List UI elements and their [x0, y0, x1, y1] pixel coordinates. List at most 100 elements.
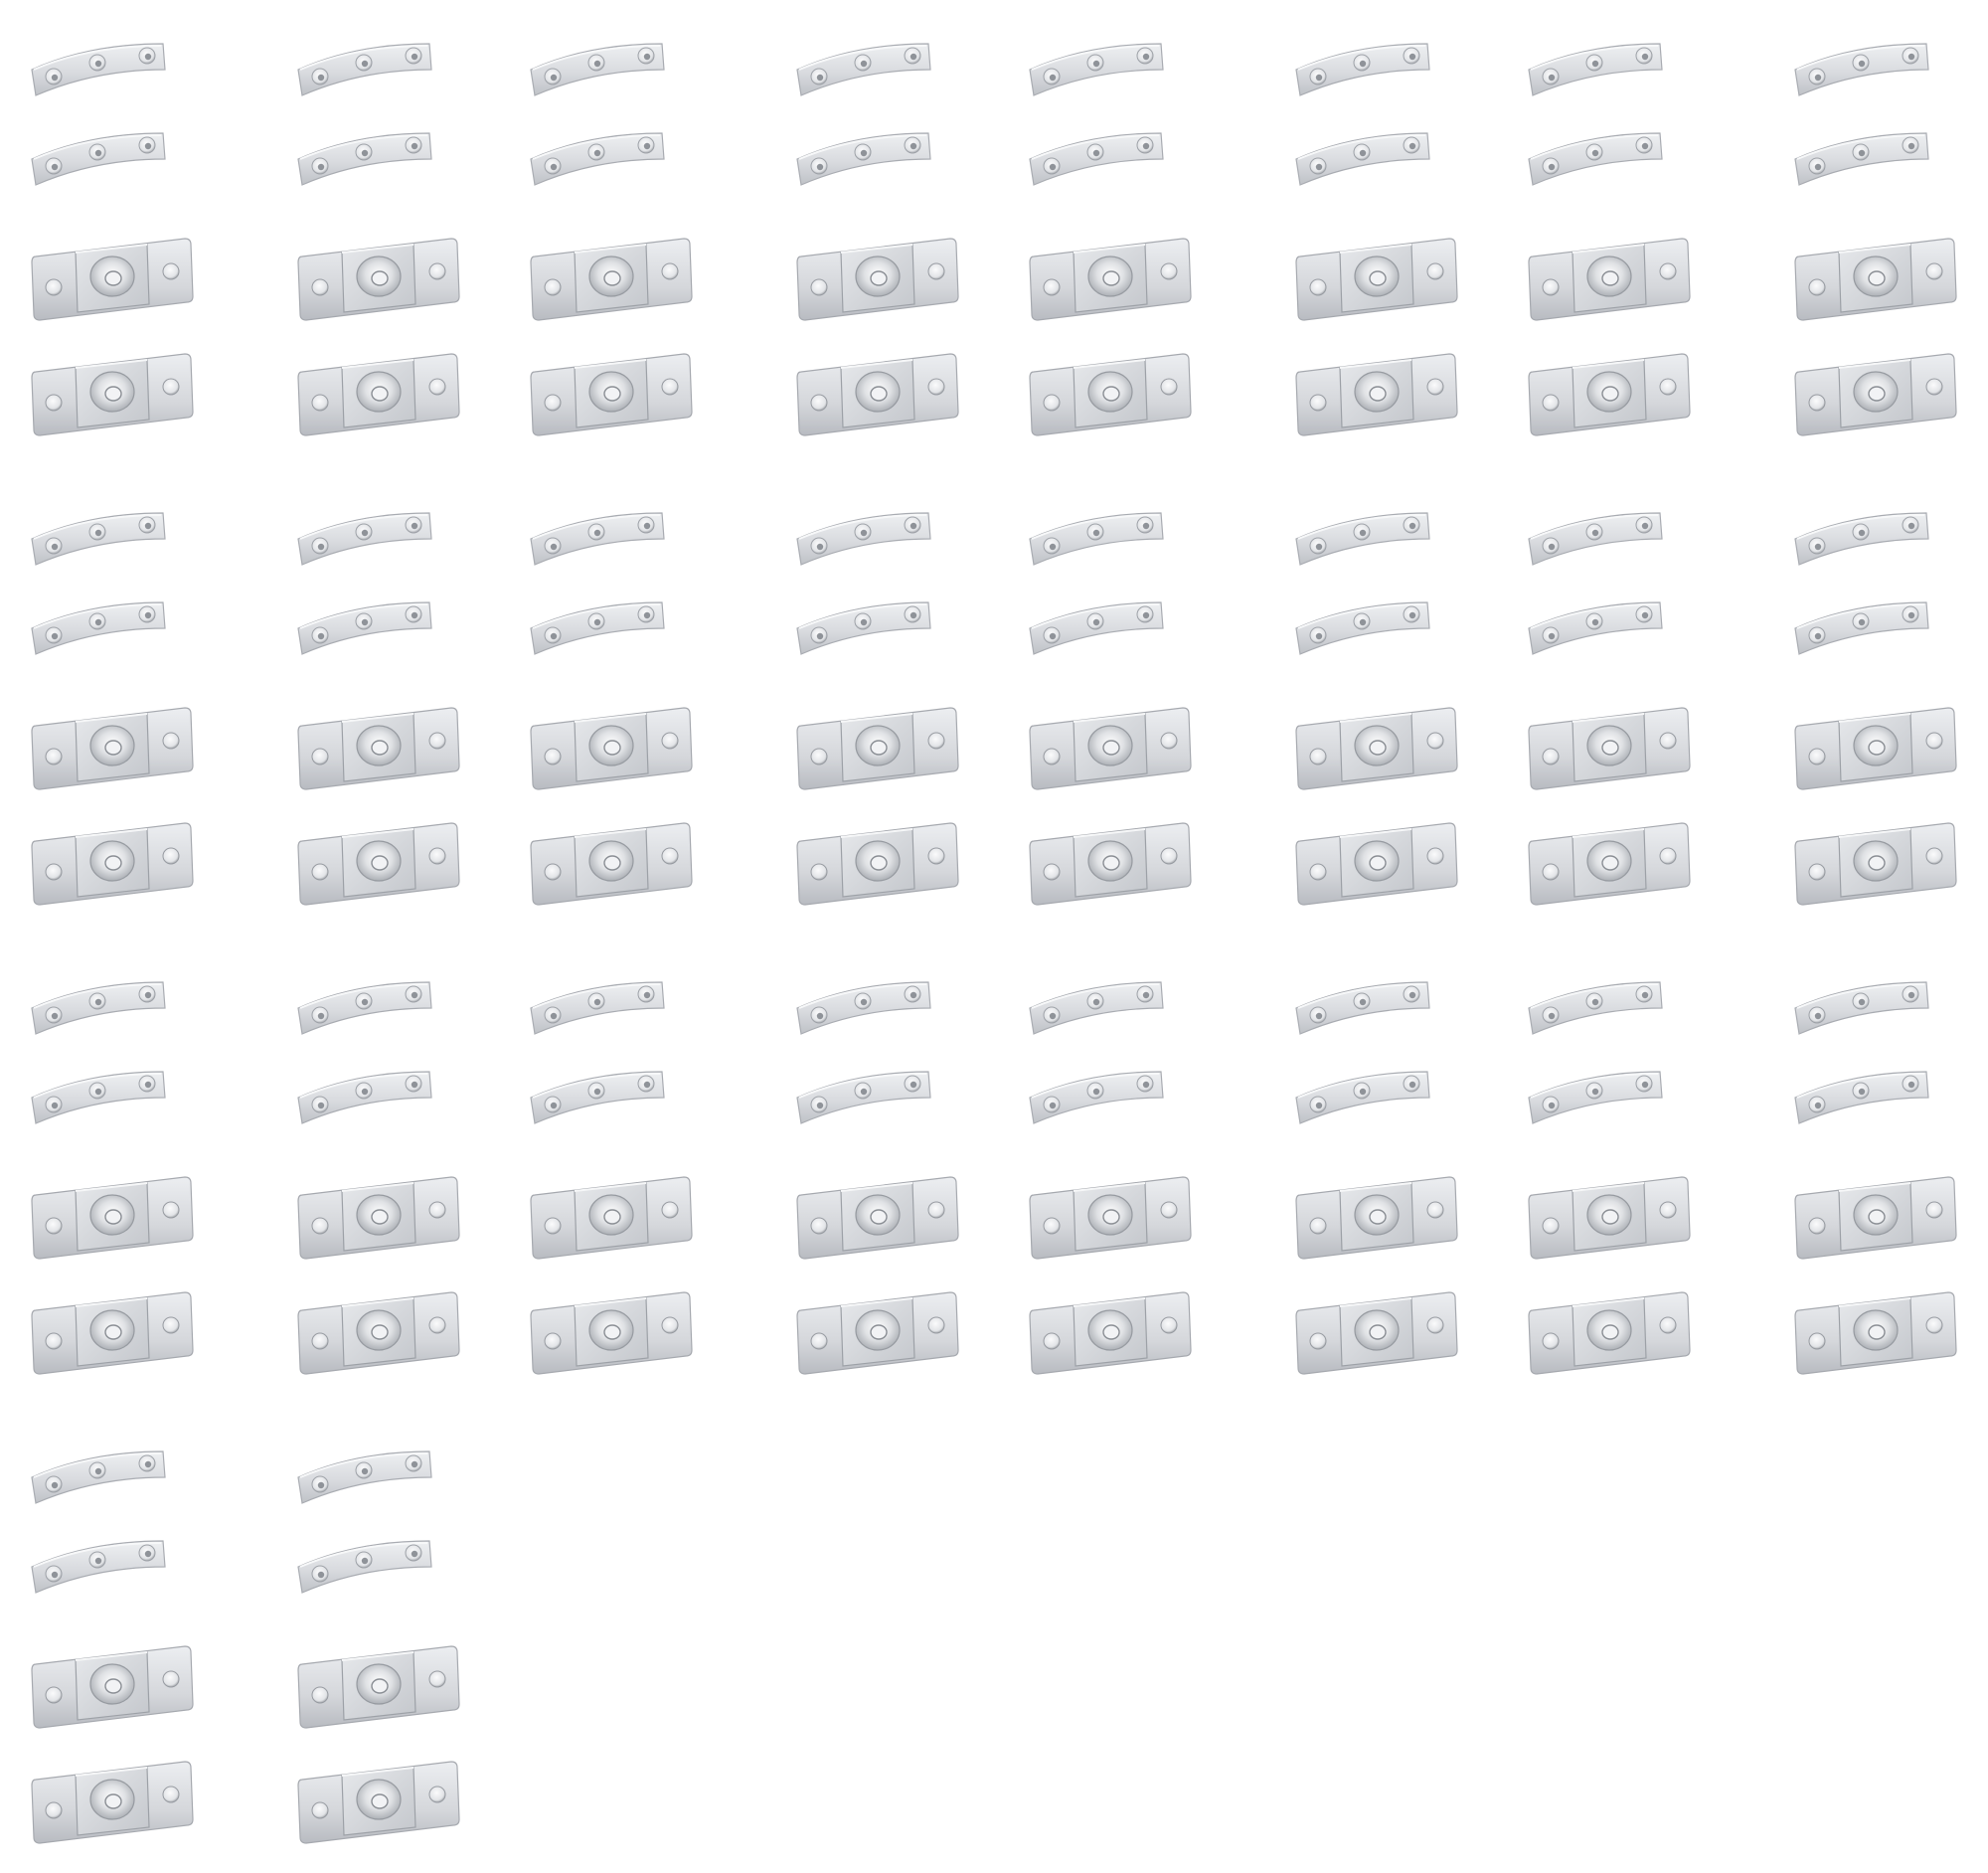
hole-center: [1548, 163, 1556, 171]
curved-strip: [31, 132, 166, 186]
strip-highlight: [299, 134, 428, 160]
boss-highlight: [1073, 713, 1146, 723]
strip-highlight: [33, 1452, 162, 1478]
boss-highlight: [1339, 713, 1412, 723]
hole-center: [51, 1481, 59, 1489]
plate-hole-icon: [1659, 1316, 1677, 1334]
hole-center: [144, 1081, 152, 1089]
hole-center: [910, 53, 917, 61]
boss-highlight: [840, 359, 913, 369]
plate-hole-icon: [162, 1316, 180, 1334]
strip-highlight: [532, 603, 661, 629]
hole-center: [361, 618, 369, 626]
mount-plate: [1029, 353, 1192, 436]
center-hole-icon: [1601, 1324, 1619, 1340]
plate-hole-icon: [45, 1332, 63, 1350]
mount-plate: [31, 707, 194, 790]
curved-strip: [1029, 43, 1164, 96]
strip-highlight: [1796, 45, 1925, 71]
plate-hole-icon: [1426, 847, 1444, 865]
strip-highlight: [299, 1452, 428, 1478]
plate-hole-icon: [810, 863, 828, 881]
center-hole-icon: [870, 855, 888, 871]
boss-highlight: [840, 1297, 913, 1307]
plate-hole-icon: [1160, 378, 1178, 396]
strip-highlight: [33, 45, 162, 71]
strip-highlight: [299, 983, 428, 1009]
mount-plate: [1794, 238, 1957, 321]
boss-highlight: [1572, 713, 1645, 723]
boss-highlight: [1339, 1182, 1412, 1192]
plate-hole-icon: [661, 847, 679, 865]
boss-highlight: [574, 359, 647, 369]
hole-center: [816, 1102, 824, 1109]
hole-center: [593, 618, 601, 626]
plate-hole-icon: [311, 1686, 329, 1704]
hole-center: [1049, 543, 1057, 551]
hole-center: [94, 1467, 102, 1475]
hole-center: [1315, 1102, 1323, 1109]
center-hole-icon: [1102, 270, 1120, 286]
hole-center: [643, 142, 651, 150]
hole-center: [1641, 522, 1649, 530]
curved-strip: [796, 512, 931, 566]
boss-highlight: [75, 1182, 148, 1192]
strip-highlight: [1031, 603, 1160, 629]
curved-strip: [1528, 132, 1663, 186]
curved-strip: [1528, 981, 1663, 1035]
center-hole-icon: [1868, 1209, 1886, 1225]
plate-hole-icon: [311, 1217, 329, 1235]
center-hole-icon: [870, 386, 888, 402]
plate-hole-icon: [1043, 1332, 1061, 1350]
center-hole-icon: [104, 1324, 122, 1340]
plate-hole-icon: [661, 1316, 679, 1334]
hole-center: [910, 142, 917, 150]
plate-hole-icon: [1925, 1201, 1943, 1219]
hole-center: [94, 618, 102, 626]
plate-hole-icon: [1043, 748, 1061, 766]
boss-highlight: [75, 1767, 148, 1777]
plate-hole-icon: [1808, 1217, 1826, 1235]
plate-hole-icon: [162, 1670, 180, 1688]
hole-center: [411, 991, 418, 999]
mount-plate: [1029, 1291, 1192, 1375]
center-hole-icon: [104, 1209, 122, 1225]
center-hole-icon: [104, 1678, 122, 1694]
boss-highlight: [1073, 828, 1146, 838]
hole-center: [1641, 1081, 1649, 1089]
plate-hole-icon: [428, 262, 446, 280]
curved-strip: [530, 132, 665, 186]
hole-center: [643, 991, 651, 999]
boss-highlight: [574, 1297, 647, 1307]
curved-strip: [1794, 981, 1929, 1035]
hole-center: [550, 74, 558, 82]
boss-highlight: [574, 828, 647, 838]
boss-highlight: [1572, 244, 1645, 254]
center-hole-icon: [1102, 386, 1120, 402]
hole-center: [1408, 142, 1416, 150]
hole-center: [1315, 632, 1323, 640]
plate-hole-icon: [1808, 1332, 1826, 1350]
plate-hole-icon: [1426, 378, 1444, 396]
hardware-set: [1794, 981, 1957, 1375]
strip-highlight: [798, 45, 927, 71]
plate-hole-icon: [1542, 863, 1560, 881]
center-hole-icon: [104, 855, 122, 871]
center-hole-icon: [1369, 740, 1387, 756]
center-hole-icon: [371, 1793, 389, 1809]
plate-hole-icon: [544, 1217, 562, 1235]
curved-strip: [31, 1540, 166, 1594]
strip-highlight: [1031, 134, 1160, 160]
plate-hole-icon: [661, 732, 679, 750]
mount-plate: [297, 1761, 460, 1844]
plate-hole-icon: [1043, 394, 1061, 412]
curved-strip: [1528, 43, 1663, 96]
boss-highlight: [840, 244, 913, 254]
hardware-set: [796, 512, 959, 906]
curved-strip: [530, 981, 665, 1035]
boss-highlight: [75, 1297, 148, 1307]
plate-hole-icon: [1925, 847, 1943, 865]
center-hole-icon: [371, 270, 389, 286]
mount-plate: [297, 353, 460, 436]
hole-center: [1814, 163, 1822, 171]
